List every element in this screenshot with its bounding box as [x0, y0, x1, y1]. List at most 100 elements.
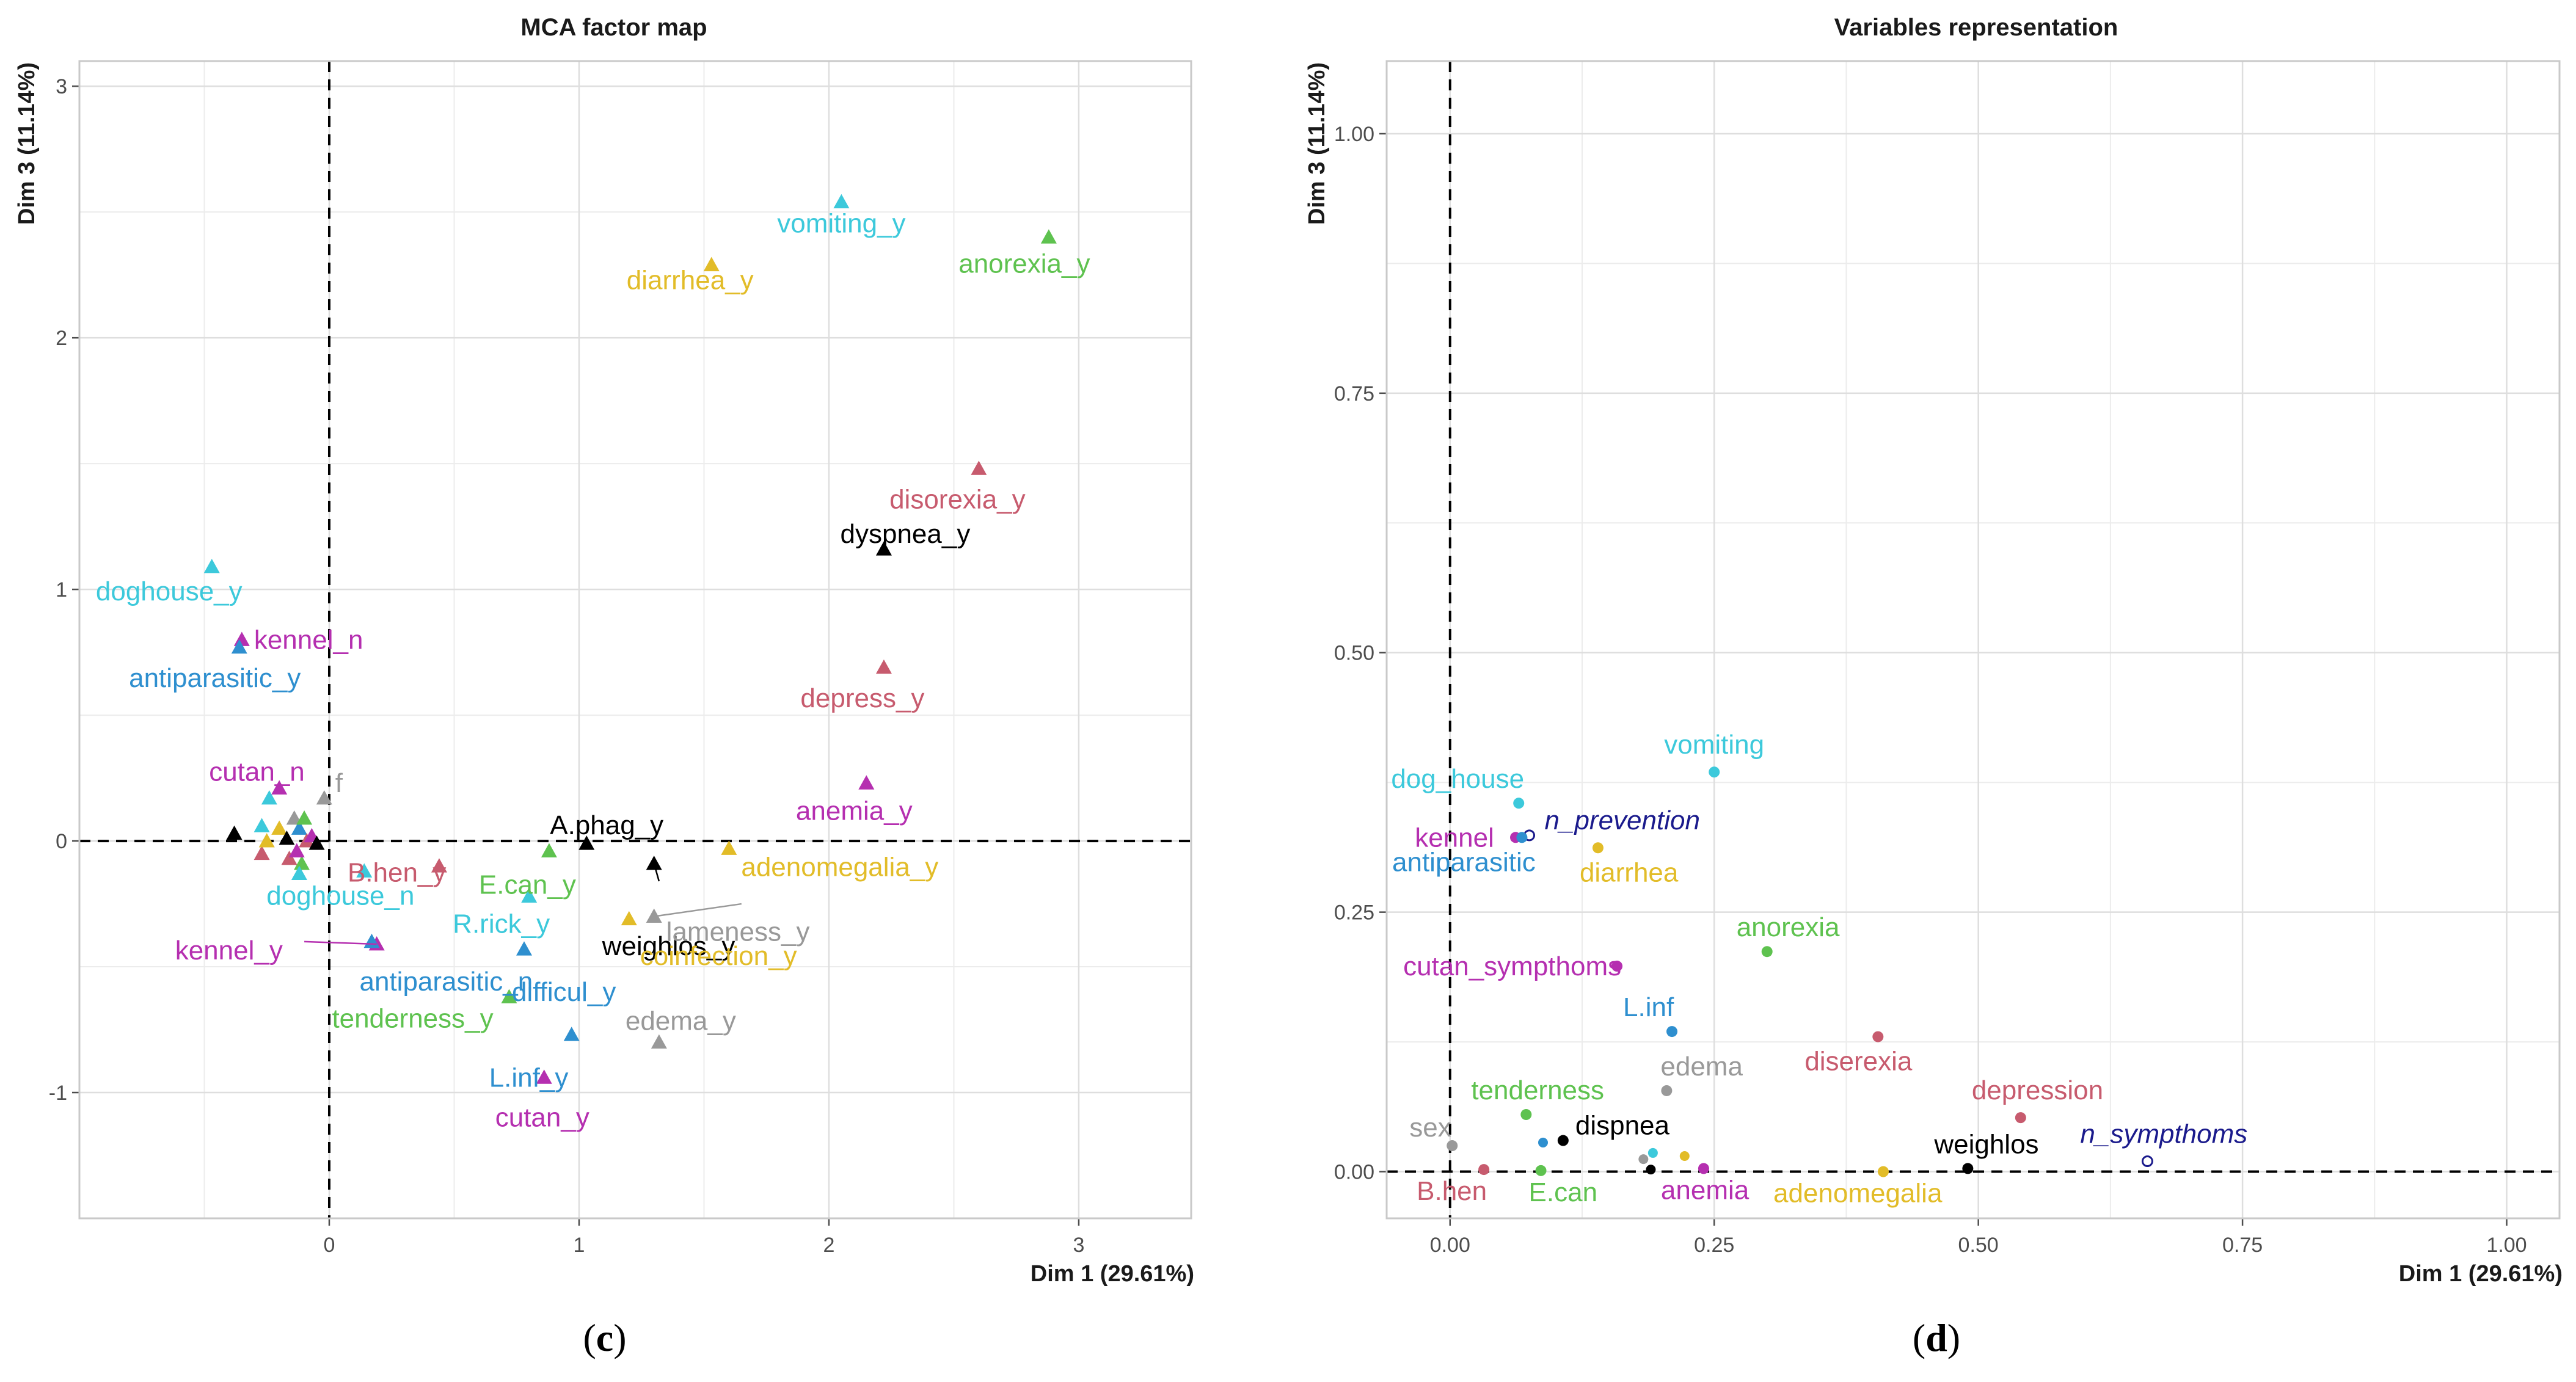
mca-label-difficul-y: difficul_y [512, 977, 616, 1007]
mca-label-lameness-y: lameness_y [666, 917, 810, 947]
mca-point-a-phag-y [578, 835, 595, 850]
mca-cluster-point [288, 843, 305, 857]
leader-line-lameness-y [654, 903, 742, 917]
mca-y-axis-label: Dim 3 (11.14%) [14, 62, 40, 225]
mca-label-cutan-y: cutan_y [495, 1102, 589, 1132]
caption-c-letter: c [596, 1316, 613, 1359]
variables-point-edema [1661, 1085, 1673, 1096]
mca-point-anemia-y [858, 775, 875, 790]
variables-label-vomiting: vomiting [1664, 730, 1764, 760]
variables-label-n-prevention: n_prevention [1545, 806, 1700, 835]
mca-label-anorexia-y: anorexia_y [958, 249, 1090, 278]
variables-extra-point [1638, 1154, 1649, 1165]
variables-label-adenomegalia: adenomegalia [1773, 1179, 1943, 1209]
y-tick-label: 1 [56, 578, 67, 602]
variables-label-cutan-sympthoms: cutan_sympthoms [1403, 951, 1621, 981]
caption-d-letter: d [1925, 1316, 1947, 1359]
mca-label-kennel-n: kennel_n [254, 625, 363, 655]
mca-point-coinfection-y [621, 911, 637, 926]
mca-chart-title: MCA factor map [520, 14, 707, 41]
variables-extra-point [1679, 1151, 1690, 1162]
mca-label-antiparasitic-y: antiparasitic_y [129, 663, 301, 693]
mca-label-f: f [335, 768, 343, 798]
mca-cluster-point [258, 833, 275, 848]
variables-point-depression [2015, 1112, 2026, 1124]
mca-point-diarrhea-y [703, 256, 720, 272]
x-tick-label: 3 [1073, 1234, 1084, 1257]
mca-cluster-point [254, 845, 270, 860]
mca-cluster-point [271, 820, 288, 835]
variables-point-anemia [1698, 1163, 1709, 1174]
y-tick-label: 2 [56, 327, 67, 350]
y-tick-label: 0.00 [1334, 1161, 1374, 1184]
variables-point-e-can [1535, 1165, 1547, 1176]
mca-cluster-point [294, 856, 310, 870]
variables-point-weighlos [1962, 1163, 1974, 1174]
variables-point-antiparasitic [1516, 832, 1528, 843]
variables-label-n-sympthoms: n_sympthoms [2080, 1119, 2247, 1149]
variables-label-diserexia: diserexia [1804, 1047, 1913, 1077]
mca-cluster-point [296, 810, 313, 825]
mca-label-coinfection-y: coinfection_y [640, 941, 797, 971]
caption-d: (d) [1913, 1316, 1960, 1359]
mca-label-cutan-n: cutan_n [209, 757, 305, 787]
variables-point-dispnea [1557, 1135, 1569, 1146]
variables-label-weighlos: weighlos [1933, 1129, 2038, 1159]
mca-point-anorexia-y [1040, 229, 1057, 244]
x-tick-label: 2 [823, 1234, 835, 1257]
x-tick-label: 0.00 [1430, 1234, 1470, 1257]
variables-tick-labels: 0.00 0.25 0.50 0.75 1.00 0.00 0.25 0.50 0.75 1.00 [1334, 123, 2527, 1257]
mca-plot-frame [78, 60, 1192, 1220]
leader-line-weighlos-y [653, 863, 660, 882]
variables-point-vomiting [1709, 766, 1720, 778]
variables-x-axis-label: Dim 1 (29.61%) [2399, 1261, 2563, 1287]
mca-point-vomiting-y [833, 194, 850, 209]
y-tick-label: 3 [56, 75, 67, 98]
variables-point-n-sympthoms [2141, 1155, 2153, 1168]
variables-label-depression: depression [1972, 1075, 2103, 1105]
mca-cluster-point [281, 850, 297, 865]
mca-label-e-can-y: E.can_y [479, 870, 576, 900]
mca-label-doghouse-y: doghouse_y [96, 576, 243, 606]
y-tick-label: 0 [56, 830, 67, 853]
mca-label-l-inf-y: L.inf_y [489, 1063, 569, 1093]
mca-point-l-inf-y [563, 1027, 580, 1041]
y-tick-label: 0.50 [1334, 642, 1374, 665]
mca-point-lameness-y [646, 908, 662, 923]
mca-point-depress-y [875, 659, 892, 674]
mca-point-tenderness-y [501, 989, 517, 1003]
variables-y-axis-label: Dim 3 (11.14%) [1304, 62, 1330, 225]
mca-point-dyspnea-y [875, 541, 892, 556]
mca-point-antiparasitic-y [231, 639, 247, 654]
x-tick-label: 0.50 [1958, 1234, 1999, 1257]
mca-label-vomiting-y: vomiting_y [777, 209, 905, 239]
variables-extra-point [1647, 1147, 1658, 1158]
variables-label-dispnea: dispnea [1575, 1111, 1670, 1141]
variables-reference-lines [1387, 61, 2560, 1218]
mca-label-weighlos-y: weighlos_y [602, 931, 735, 961]
mca-label-edema-y: edema_y [626, 1006, 736, 1036]
mca-cluster-point [226, 825, 243, 840]
variables-label-dog-house: dog_house [1391, 764, 1524, 794]
x-tick-label: 1 [574, 1234, 585, 1257]
variables-label-diarrhea: diarrhea [1580, 857, 1679, 887]
mca-label-tenderness-y: tenderness_y [332, 1003, 493, 1033]
mca-point-cutan-y [536, 1069, 552, 1084]
variables-label-sex: sex [1409, 1113, 1451, 1143]
variables-points [1447, 766, 2153, 1177]
variables-point-b-hen [1478, 1164, 1490, 1176]
mca-label-b-hen-y: B.hen_y [348, 857, 446, 887]
variables-point-dog-house [1513, 798, 1525, 809]
mca-tick-labels: 0 1 2 3 -1 0 1 2 3 [49, 75, 1085, 1257]
mca-cluster-point [261, 790, 277, 805]
variables-extra-point [1646, 1165, 1656, 1175]
variables-label-anemia: anemia [1661, 1175, 1750, 1205]
mca-point-b-hen-y [431, 858, 447, 873]
mca-point-r-rick-y [521, 888, 538, 903]
mca-point-disorexia-y [971, 460, 987, 475]
mca-label-doghouse-n: doghouse_n [266, 881, 414, 911]
mca-point-f [316, 790, 332, 805]
mca-factor-map-panel: MCA factor map Dim 3 (11.14%) Dim 1 (29.… [14, 14, 1194, 1287]
